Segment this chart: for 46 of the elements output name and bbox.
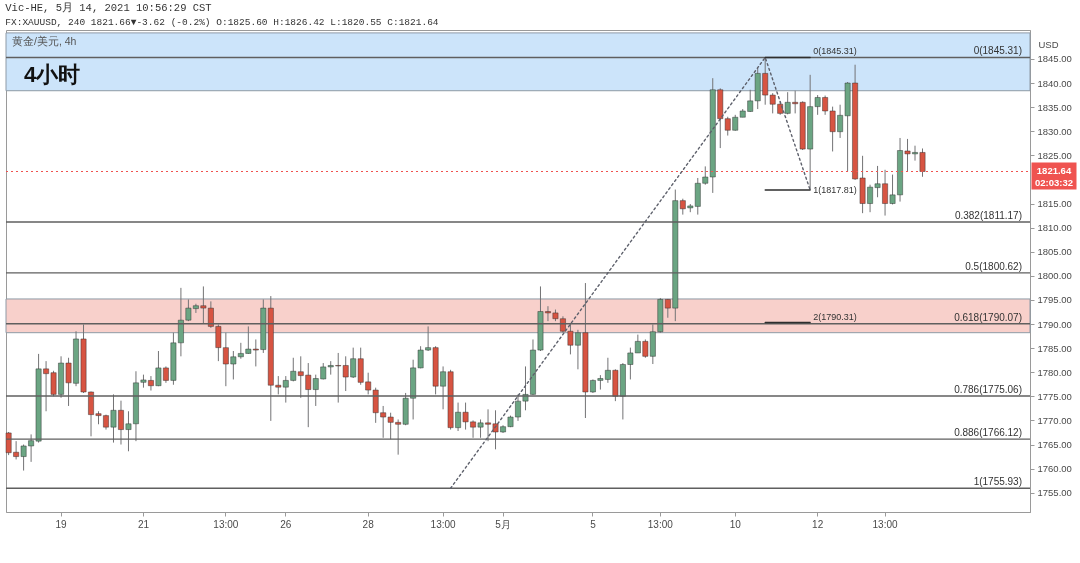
y-tick-label: 1810.00 — [1037, 222, 1072, 234]
y-tick-label: 1760.00 — [1037, 463, 1072, 475]
series-label: 0(1845.31) — [813, 46, 857, 57]
x-tick-label: 5 — [590, 518, 597, 530]
y-tick-label: 1795.00 — [1037, 294, 1072, 306]
ref-line-label: 0.786(1775.06) — [954, 384, 1022, 396]
x-tick-label: 13:00 — [430, 518, 457, 530]
ref-line-label: 0.618(1790.07) — [954, 311, 1022, 323]
chart-subtitle: FX:XAUUSD, 240 1821.66▼-3.62 (-0.2%) O:1825.60 H:1826.42 L:1820.55 C:1821.64 — [5, 16, 439, 28]
ref-line-label: 0.382(1811.17) — [954, 209, 1022, 221]
x-tick-label: 5月 — [495, 518, 511, 530]
chart-title: Vic-HE, 5月 14, 2021 10:56:29 CST — [5, 2, 212, 14]
band-label: 4小时 — [24, 61, 81, 87]
x-tick-label: 12 — [812, 518, 824, 530]
y-tick-label: 1835.00 — [1037, 101, 1072, 113]
x-tick-label: 10 — [729, 518, 742, 530]
x-tick-label: 21 — [137, 518, 150, 530]
ref-line-label: 1(1755.93) — [973, 476, 1022, 488]
y-axis-title: USD — [1038, 38, 1059, 50]
ref-line-label: 0.5(1800.62) — [965, 260, 1022, 272]
series-label: 1(1817.81) — [813, 184, 857, 195]
y-tick-label: 1775.00 — [1037, 390, 1072, 402]
ref-line-label: 0(1845.31) — [973, 45, 1022, 57]
ref-line-label: 1821.64 02:03:32 — [1034, 164, 1074, 188]
x-tick-label: 19 — [55, 518, 68, 530]
x-tick-label: 13:00 — [213, 518, 239, 530]
x-tick-label: 13:00 — [647, 518, 674, 530]
y-tick-label: 1845.00 — [1037, 53, 1072, 65]
annotation: 黄金/美元, 4h — [12, 35, 77, 47]
x-tick-label: 26 — [280, 518, 292, 530]
y-tick-label: 1800.00 — [1037, 270, 1072, 282]
y-tick-label: 1815.00 — [1037, 198, 1072, 210]
y-tick-label: 1780.00 — [1037, 366, 1072, 378]
y-tick-label: 1770.00 — [1037, 414, 1072, 426]
y-tick-label: 1790.00 — [1037, 318, 1072, 330]
y-tick-label: 1840.00 — [1037, 77, 1072, 89]
y-tick-label: 1825.00 — [1037, 149, 1072, 161]
x-tick-label: 28 — [362, 518, 375, 530]
x-tick-label: 13:00 — [872, 518, 898, 530]
y-tick-label: 1830.00 — [1037, 125, 1072, 137]
y-tick-label: 1805.00 — [1037, 246, 1072, 258]
y-tick-label: 1785.00 — [1037, 342, 1072, 354]
ref-line-label: 0.886(1766.12) — [954, 427, 1022, 439]
series-label: 2(1790.31) — [813, 311, 857, 322]
y-tick-label: 1765.00 — [1037, 439, 1072, 451]
y-tick-label: 1755.00 — [1037, 487, 1072, 499]
